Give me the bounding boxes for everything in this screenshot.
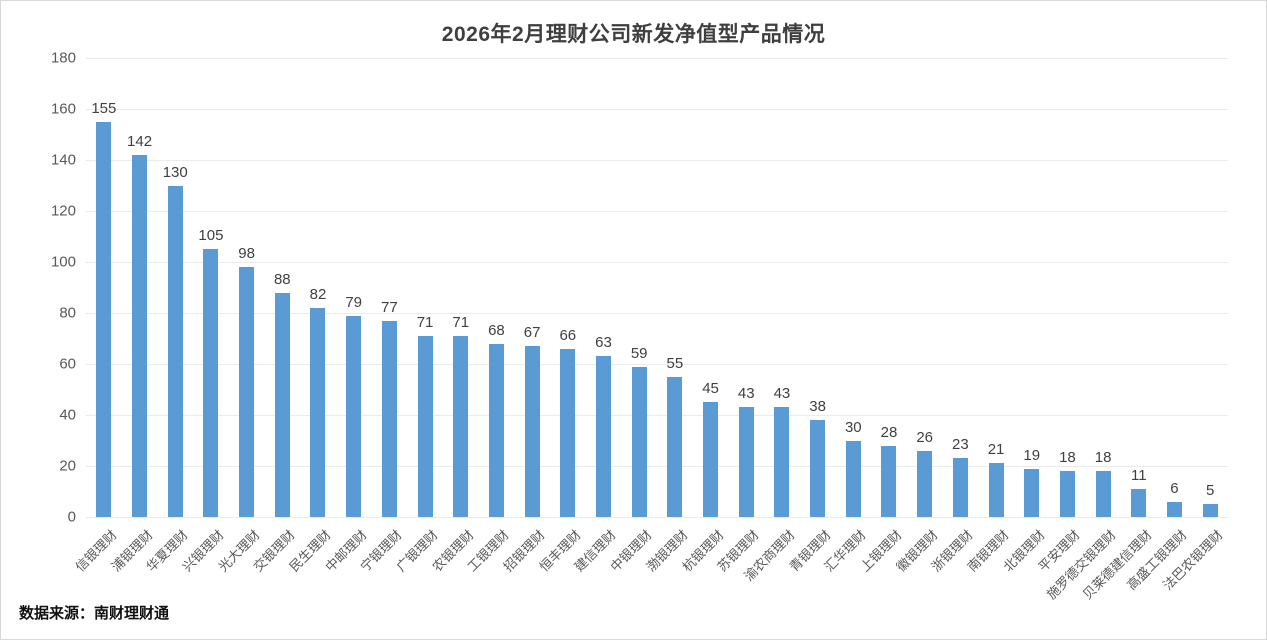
bar xyxy=(667,376,683,517)
bar-value-label: 5 xyxy=(1205,482,1215,500)
bar-value-label: 30 xyxy=(844,418,862,436)
bar-value-label: 21 xyxy=(987,441,1005,459)
bar-value-label: 23 xyxy=(952,436,969,454)
bar-value-label: 19 xyxy=(1023,446,1041,464)
bar xyxy=(274,292,290,517)
bar xyxy=(988,463,1004,517)
bar xyxy=(167,185,183,517)
y-axis-tick: 0 xyxy=(67,508,76,526)
bar xyxy=(810,420,826,517)
bar-value-label: 88 xyxy=(273,270,291,288)
gridline xyxy=(86,210,1228,212)
bar-value-label: 71 xyxy=(416,313,434,331)
y-axis-tick: 120 xyxy=(50,202,76,220)
bar xyxy=(1166,501,1182,517)
bar-value-label: 38 xyxy=(809,398,826,416)
y-axis-tick: 100 xyxy=(50,253,76,271)
bar-value-label: 79 xyxy=(345,293,362,311)
y-axis-tick: 20 xyxy=(59,457,76,475)
y-axis-tick: 140 xyxy=(50,151,76,169)
bar xyxy=(845,440,861,517)
gridline xyxy=(86,261,1228,263)
bar xyxy=(631,366,647,517)
gridline xyxy=(86,57,1228,59)
gridline xyxy=(86,414,1228,416)
bar-value-label: 82 xyxy=(309,285,327,303)
bar xyxy=(1059,471,1075,517)
bar xyxy=(239,267,255,517)
bar-value-label: 28 xyxy=(880,423,898,441)
bar-value-label: 26 xyxy=(916,428,933,446)
bar xyxy=(381,320,397,517)
gridline xyxy=(86,465,1228,467)
bar xyxy=(1095,471,1111,517)
bar xyxy=(203,249,219,517)
bar-value-label: 77 xyxy=(381,298,398,316)
bar xyxy=(560,348,576,517)
bar-value-label: 63 xyxy=(595,334,612,352)
bar xyxy=(774,407,790,517)
bar-value-label: 142 xyxy=(127,132,153,150)
bar xyxy=(524,346,540,517)
bar xyxy=(595,356,611,517)
bar-value-label: 59 xyxy=(630,344,648,362)
plot-area: 0 20 40 60 80 100 120 140 160 180 155 信银理财 142 浦银理财 13… xyxy=(51,50,1228,602)
bar xyxy=(346,315,362,517)
bar xyxy=(917,450,933,517)
bar-value-label: 55 xyxy=(666,354,684,372)
gridline xyxy=(86,312,1228,314)
bar-value-label: 98 xyxy=(238,245,255,263)
data-source: 数据来源：南财理财通 xyxy=(19,605,170,622)
bar xyxy=(453,335,469,517)
bar-value-label: 67 xyxy=(523,324,541,342)
bar xyxy=(310,307,326,517)
gridline xyxy=(86,516,1228,518)
gridline xyxy=(86,108,1228,110)
bar xyxy=(703,402,719,517)
gridline xyxy=(86,363,1228,365)
bar-value-label: 71 xyxy=(452,313,470,331)
bar xyxy=(96,121,112,517)
bar-value-label: 43 xyxy=(737,385,755,403)
bar-value-label: 45 xyxy=(702,380,719,398)
y-axis-tick: 40 xyxy=(59,406,76,424)
bar-value-label: 66 xyxy=(559,326,577,344)
y-axis-tick: 80 xyxy=(59,304,76,322)
bar-value-label: 18 xyxy=(1059,449,1076,467)
bar xyxy=(488,343,504,517)
bar-value-label: 105 xyxy=(198,227,224,245)
bar-value-label: 18 xyxy=(1094,449,1112,467)
bar-value-label: 6 xyxy=(1170,479,1179,497)
bar-value-label: 11 xyxy=(1130,466,1147,484)
y-axis-tick: 60 xyxy=(59,355,76,373)
gridline xyxy=(86,159,1228,161)
bar xyxy=(132,154,148,517)
bar xyxy=(1131,488,1147,517)
bar-value-label: 43 xyxy=(773,385,791,403)
y-axis-tick: 180 xyxy=(50,49,76,67)
bar xyxy=(738,407,754,517)
bar xyxy=(1024,468,1040,517)
bar xyxy=(952,458,968,517)
bar-value-label: 130 xyxy=(162,163,188,181)
bar xyxy=(1202,504,1218,517)
bar-value-label: 155 xyxy=(91,99,117,117)
bar xyxy=(881,445,897,517)
y-axis-tick: 160 xyxy=(50,100,76,118)
chart-title: 2026年2月理财公司新发净值型产品情况 xyxy=(441,23,826,46)
bar-value-label: 68 xyxy=(488,321,505,339)
bar xyxy=(417,335,433,517)
